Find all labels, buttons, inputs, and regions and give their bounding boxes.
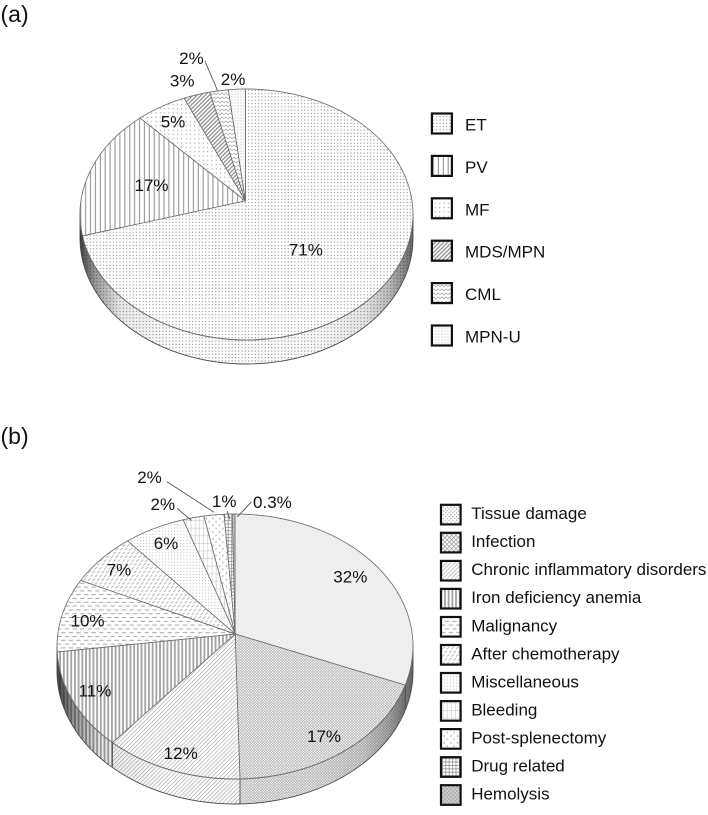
svg-text:2%: 2% [179,49,204,68]
svg-text:Malignancy: Malignancy [471,616,557,635]
svg-text:Infection: Infection [471,532,535,551]
svg-text:2%: 2% [221,70,246,89]
svg-text:2%: 2% [151,495,176,514]
svg-text:7%: 7% [107,561,132,580]
svg-text:ET: ET [465,116,487,135]
svg-text:MDS/MPN: MDS/MPN [465,243,545,262]
svg-text:(a): (a) [1,1,29,27]
svg-text:Iron deficiency anemia: Iron deficiency anemia [471,588,642,607]
svg-text:Post-splenectomy: Post-splenectomy [471,728,607,747]
svg-text:11%: 11% [79,682,112,701]
svg-text:32%: 32% [333,567,367,586]
svg-text:CML: CML [465,285,501,304]
svg-text:Bleeding: Bleeding [471,700,537,719]
svg-text:Tissue damage: Tissue damage [471,504,587,523]
svg-text:3%: 3% [170,72,195,91]
svg-text:Chronic inflammatory disorders: Chronic inflammatory disorders [471,560,706,579]
svg-text:12%: 12% [164,744,198,763]
svg-text:After chemotherapy: After chemotherapy [471,644,620,663]
svg-text:5%: 5% [161,113,186,132]
svg-text:MF: MF [465,200,490,219]
svg-text:10%: 10% [70,612,104,631]
svg-text:17%: 17% [307,727,341,746]
svg-text:1%: 1% [212,492,237,511]
svg-text:2%: 2% [137,468,162,487]
svg-text:MPN-U: MPN-U [465,328,521,347]
svg-text:0.3%: 0.3% [253,493,292,512]
svg-text:6%: 6% [154,534,179,553]
svg-text:Drug related: Drug related [471,756,565,775]
svg-text:(b): (b) [1,423,29,449]
svg-text:PV: PV [465,158,488,177]
svg-text:Hemolysis: Hemolysis [471,785,549,804]
svg-text:71%: 71% [289,240,323,259]
svg-text:Miscellaneous: Miscellaneous [471,672,579,691]
svg-text:17%: 17% [134,176,168,195]
